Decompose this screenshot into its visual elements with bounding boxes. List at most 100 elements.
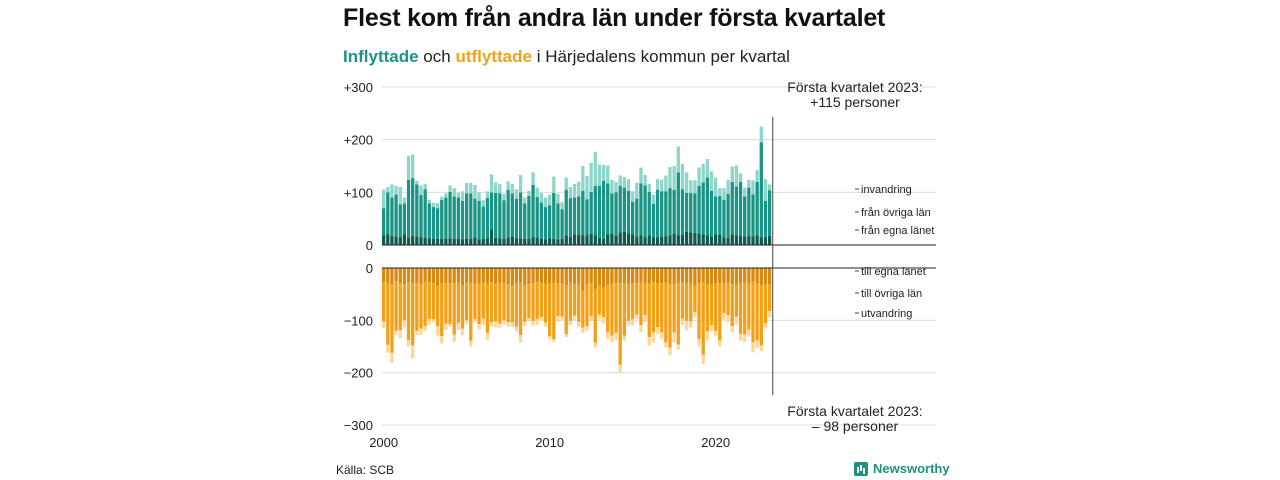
bar-outflow-segment [556, 283, 560, 317]
bar-outflow-segment [705, 268, 709, 285]
bar-outflow-segment [485, 268, 490, 284]
bar-outflow-segment [672, 284, 676, 333]
bar-outflow-segment [676, 283, 680, 345]
bar-inflow-segment [382, 208, 386, 236]
bar-inflow-segment [726, 179, 730, 194]
bar-outflow-segment [747, 268, 751, 284]
bar-outflow-segment [485, 283, 490, 333]
bar-outflow-segment [676, 344, 680, 350]
bar-outflow-segment [469, 268, 473, 284]
bar-inflow-segment [585, 199, 589, 236]
bar-outflow-segment [618, 364, 622, 373]
bar-outflow-segment [751, 342, 755, 353]
bar-inflow-segment [506, 181, 510, 190]
bar-inflow-segment [543, 197, 548, 208]
y-tick-label: +100 [344, 185, 373, 200]
bar-inflow-segment [577, 196, 581, 235]
bar-outflow-segment [747, 283, 751, 330]
bar-outflow-segment [560, 268, 564, 284]
bar-inflow-segment [606, 183, 610, 235]
bar-outflow-segment [527, 318, 531, 322]
bar-outflow-segment [618, 268, 622, 284]
bar-inflow-segment [406, 179, 411, 238]
bar-inflow-segment [676, 172, 680, 236]
bar-outflow-segment [564, 268, 568, 286]
bar-inflow-segment [473, 237, 477, 245]
bar-inflow-segment [502, 193, 506, 201]
bar-inflow-segment [444, 193, 448, 198]
bar-outflow-segment [660, 332, 664, 339]
bar-inflow-segment [655, 237, 660, 245]
bar-inflow-segment [514, 238, 519, 245]
bar-inflow-segment [485, 191, 490, 199]
bar-inflow-segment [386, 187, 390, 193]
bar-inflow-segment [539, 202, 543, 239]
bar-outflow-segment [635, 268, 639, 284]
bar-inflow-segment [510, 236, 514, 245]
bar-inflow-segment [714, 234, 718, 245]
bar-outflow-segment [726, 283, 730, 316]
bar-outflow-segment [452, 268, 456, 284]
bar-inflow-segment [581, 235, 585, 245]
bar-outflow-segment [651, 268, 656, 283]
bar-inflow-segment [743, 236, 747, 245]
bar-inflow-segment [577, 234, 581, 245]
bar-inflow-segment [469, 182, 473, 194]
bar-inflow-segment [435, 202, 440, 209]
bar-inflow-segment [498, 238, 502, 245]
bar-inflow-segment [531, 184, 535, 238]
bar-outflow-segment [539, 317, 543, 321]
bar-outflow-segment [639, 282, 643, 326]
bar-inflow-segment [556, 203, 560, 240]
bar-outflow-segment [465, 268, 469, 283]
bar-outflow-segment [502, 320, 506, 325]
bar-inflow-segment [560, 209, 564, 239]
bar-outflow-segment [572, 268, 577, 285]
bar-outflow-segment [444, 323, 448, 330]
bar-inflow-segment [672, 166, 676, 190]
bar-outflow-segment [709, 284, 714, 326]
bar-outflow-segment [759, 345, 763, 352]
bar-outflow-segment [415, 268, 419, 284]
bar-outflow-segment [481, 318, 485, 326]
bar-inflow-segment [427, 238, 431, 245]
bar-inflow-segment [539, 238, 543, 245]
bar-outflow-segment [730, 268, 734, 285]
bar-outflow-segment [647, 337, 651, 346]
bar-outflow-segment [614, 282, 618, 333]
bar-outflow-segment [606, 332, 610, 340]
bar-outflow-segment [560, 316, 564, 321]
bar-inflow-segment [473, 184, 477, 199]
bar-outflow-segment [701, 268, 705, 283]
bar-inflow-segment [610, 233, 614, 245]
bar-outflow-segment [460, 285, 465, 329]
bar-outflow-segment [568, 320, 573, 326]
bar-inflow-segment [759, 142, 763, 238]
bar-outflow-segment [730, 284, 734, 327]
bar-inflow-segment [556, 193, 560, 204]
x-tick-label: 2010 [535, 435, 564, 450]
bar-inflow-segment [506, 189, 510, 238]
bar-inflow-segment [494, 182, 498, 193]
bar-inflow-segment [730, 181, 734, 235]
bar-outflow-segment [419, 268, 423, 285]
bar-outflow-segment [693, 285, 697, 312]
bar-outflow-segment [709, 325, 714, 332]
bar-outflow-segment [518, 334, 523, 343]
bar-outflow-segment [680, 282, 685, 319]
bar-inflow-segment [718, 188, 722, 197]
bar-outflow-segment [386, 268, 390, 284]
bar-inflow-segment [448, 238, 452, 245]
bar-inflow-segment [489, 174, 494, 193]
bar-inflow-segment [452, 238, 456, 245]
bar-inflow-segment [734, 235, 739, 245]
bar-outflow-segment [406, 268, 411, 283]
series-labels: invandring från övriga län från egna länet… [855, 184, 934, 320]
bar-outflow-segment [718, 268, 722, 284]
bar-inflow-segment [435, 208, 440, 239]
bar-outflow-segment [722, 268, 726, 284]
bar-outflow-segment [539, 268, 543, 284]
bar-inflow-segment [477, 192, 481, 201]
bar-inflow-segment [419, 185, 423, 195]
